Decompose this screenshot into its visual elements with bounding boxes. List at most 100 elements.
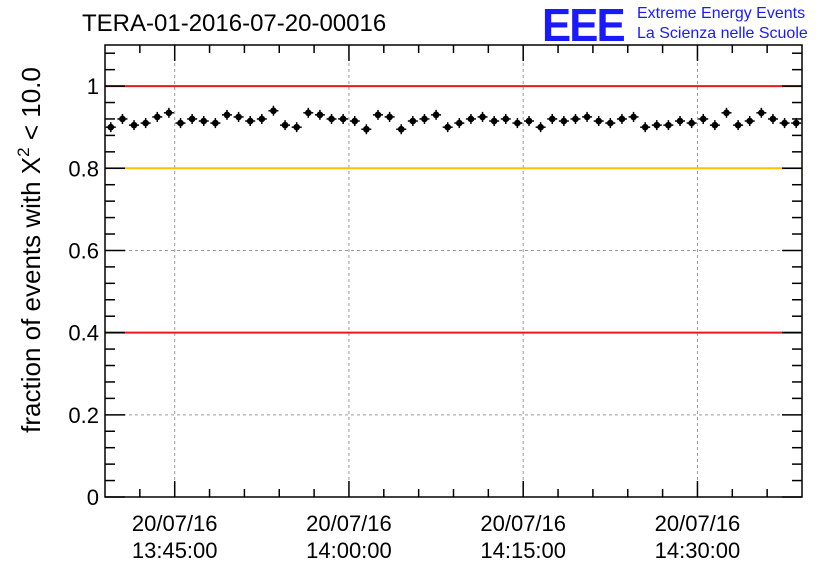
y-axis-label-suffix: < 10.0 <box>16 67 46 147</box>
data-point <box>779 118 790 129</box>
data-point <box>709 120 720 131</box>
point-marker <box>490 117 498 125</box>
point-marker <box>304 109 312 117</box>
data-point <box>582 111 593 122</box>
data-point <box>245 116 256 127</box>
data-point <box>524 116 535 127</box>
data-point <box>767 113 778 124</box>
point-marker <box>560 117 568 125</box>
x-tick-label-date: 20/07/16 <box>132 511 218 536</box>
y-axis-label-symbol: X <box>16 157 46 174</box>
data-point <box>291 122 302 133</box>
point-marker <box>537 123 544 131</box>
data-point <box>117 113 128 124</box>
data-point <box>558 116 569 127</box>
y-tick-label: 0.8 <box>68 156 99 181</box>
point-marker <box>328 115 335 123</box>
point-marker <box>665 121 672 129</box>
data-point <box>210 118 221 129</box>
point-marker <box>409 117 417 125</box>
point-marker <box>363 125 370 133</box>
point-marker <box>165 109 173 117</box>
point-marker <box>374 111 382 119</box>
point-marker <box>281 121 289 129</box>
point-marker <box>572 115 579 123</box>
y-axis-label-prefix: fraction of events with <box>16 174 46 433</box>
point-marker <box>688 119 695 127</box>
point-marker <box>223 111 231 119</box>
point-marker <box>188 115 196 123</box>
data-point <box>791 118 802 129</box>
logo-line-1: Extreme Energy Events <box>637 5 806 22</box>
point-marker <box>212 119 219 127</box>
y-tick-label: 0 <box>87 485 99 510</box>
data-point <box>419 113 430 124</box>
x-tick-label-date: 20/07/16 <box>655 511 741 536</box>
data-point <box>686 118 697 129</box>
data-point <box>349 116 360 127</box>
data-point <box>407 116 418 127</box>
point-marker <box>653 121 661 129</box>
data-point <box>605 118 616 129</box>
axis-ticks <box>105 45 802 498</box>
point-marker <box>130 121 138 129</box>
point-marker <box>456 119 463 127</box>
data-point <box>616 113 627 124</box>
data-point <box>314 109 325 120</box>
point-marker <box>595 117 603 125</box>
point-marker <box>270 107 277 115</box>
data-point <box>152 111 163 122</box>
point-marker <box>107 123 115 131</box>
point-marker <box>641 123 649 131</box>
data-point <box>698 113 709 124</box>
point-marker <box>316 111 324 119</box>
point-marker <box>607 119 614 127</box>
plot-title: TERA-01-2016-07-20-00016 <box>82 10 387 37</box>
data-point <box>744 116 755 127</box>
y-tick-label: 1 <box>87 74 99 99</box>
point-marker <box>432 111 440 119</box>
data-point <box>651 120 662 131</box>
point-marker <box>258 115 266 123</box>
point-marker <box>479 113 486 121</box>
data-point <box>756 107 767 118</box>
point-marker <box>467 115 475 123</box>
point-marker <box>351 117 359 125</box>
data-point <box>477 111 488 122</box>
point-marker <box>676 117 684 125</box>
point-marker <box>746 117 754 125</box>
y-axis-label-sup: 2 <box>14 147 33 156</box>
data-point <box>233 111 244 122</box>
data-point <box>105 122 116 133</box>
data-point <box>268 105 279 116</box>
point-marker <box>421 115 428 123</box>
point-marker <box>758 109 765 117</box>
data-point <box>280 120 291 131</box>
data-point <box>129 120 140 131</box>
x-tick-label-time: 14:15:00 <box>480 538 566 563</box>
data-point <box>442 122 453 133</box>
point-marker <box>583 113 591 121</box>
point-marker <box>699 115 707 123</box>
data-point <box>384 111 395 122</box>
grid-lines <box>105 45 802 497</box>
data-point <box>675 116 686 127</box>
eee-logo: EEE Extreme Energy Events La Scienza nel… <box>542 2 832 48</box>
point-marker <box>235 113 242 121</box>
data-points <box>105 105 802 135</box>
data-point <box>431 109 442 120</box>
data-point <box>465 113 476 124</box>
y-tick-label: 0.4 <box>68 321 99 346</box>
reference-lines <box>105 85 802 334</box>
point-marker <box>386 113 393 121</box>
data-point <box>187 113 198 124</box>
data-point <box>361 124 372 135</box>
point-marker <box>339 115 347 123</box>
data-point <box>593 116 604 127</box>
data-point <box>221 109 232 120</box>
data-point <box>454 118 465 129</box>
y-tick-labels: 0 0.2 0.4 0.6 0.8 1 <box>68 74 99 510</box>
point-marker <box>142 119 149 127</box>
point-marker <box>514 119 521 127</box>
